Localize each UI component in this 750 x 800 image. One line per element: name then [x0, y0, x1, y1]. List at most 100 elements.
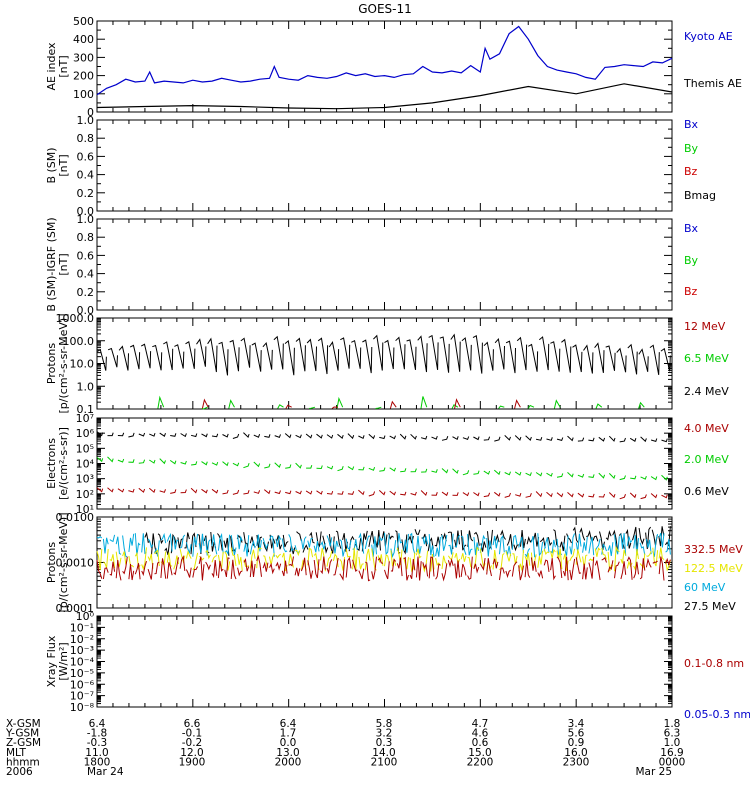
legend-protons-high-2: 60 MeV — [684, 581, 726, 594]
series-60-mev-segment — [633, 535, 639, 556]
series-332-5-mev-segment — [422, 562, 429, 577]
series-2-4-mev-segment — [107, 347, 118, 368]
series-332-5-mev-segment — [530, 557, 537, 572]
series-332-5-mev-segment — [224, 557, 230, 578]
series-0-6-mev-segment — [316, 433, 323, 439]
series-2-4-mev-segment — [229, 339, 240, 372]
series-2-4-mev-segment — [140, 343, 152, 369]
series-27-5-mev-segment — [592, 535, 599, 542]
series-27-5-mev-segment — [263, 541, 269, 553]
y-tick-label: 0.0001 — [56, 602, 95, 615]
series-332-5-mev-segment — [409, 559, 416, 579]
ephem-value: 16.9 — [660, 747, 683, 759]
series-4-0-mev-segment — [619, 494, 626, 500]
series-0-6-mev-segment — [588, 437, 595, 442]
series-4-0-mev-segment — [305, 490, 313, 495]
ephem-row-label: Z-GSM — [6, 737, 41, 749]
series-2-4-mev-segment — [262, 342, 273, 370]
series-122-5-mev-segment — [652, 547, 659, 567]
series-122-5-mev-segment — [141, 547, 147, 571]
legend-protons-low-1: 6.5 MeV — [684, 352, 729, 365]
ephem-value: -0.1 — [182, 728, 203, 740]
ephem-value: 0000 — [659, 756, 686, 768]
series-60-mev-segment — [269, 535, 275, 557]
ephem-value: 1.8 — [664, 718, 681, 730]
series-2-0-mev-segment — [379, 467, 386, 472]
series-332-5-mev-segment — [281, 560, 288, 577]
series-12-mev-segment — [201, 398, 209, 409]
y-axis-label: B (SM)-IGRF (SM)[nT] — [45, 217, 70, 311]
series-122-5-mev-segment — [384, 554, 390, 567]
series-4-0-mev-segment — [128, 488, 135, 493]
series-4-0-mev-segment — [285, 490, 292, 495]
series-4-0-mev-segment — [650, 493, 658, 499]
series-27-5-mev-segment — [375, 529, 381, 551]
series-6-5-mev-segment — [553, 399, 561, 409]
series-27-5-mev-segment — [322, 535, 329, 554]
series-27-5-mev-segment — [361, 530, 368, 552]
series-332-5-mev-segment — [300, 557, 307, 576]
series-60-mev-segment — [543, 537, 550, 553]
series-60-mev-segment — [320, 540, 326, 550]
series-0-6-mev-segment — [337, 433, 344, 439]
series-2-0-mev-segment — [326, 465, 334, 470]
y-tick-label: 10⁻⁴ — [70, 656, 95, 669]
y-tick-label: 1.0 — [77, 380, 95, 393]
series-4-0-mev-segment — [190, 487, 198, 494]
y-axis-label: Xray Flux[W/m²] — [45, 635, 70, 687]
ephem-row-label: hhmm — [6, 756, 40, 768]
series-60-mev-segment — [639, 542, 646, 556]
series-2-0-mev-segment — [535, 472, 543, 477]
series-27-5-mev-segment — [612, 529, 619, 551]
panel-protons-low: 0.11.010.0100.01000.0Protons[p/(cm²-s-sr… — [45, 312, 729, 416]
series-2-0-mev-segment — [608, 473, 616, 480]
series-0-6-mev-segment — [128, 432, 135, 438]
series-2-4-mev-segment — [461, 337, 472, 371]
series-122-5-mev-segment — [103, 548, 109, 568]
series-332-5-mev-segment — [658, 556, 665, 581]
legend-ae-0: Kyoto AE — [684, 30, 733, 43]
series-2-0-mev-segment — [201, 461, 208, 466]
series-60-mev-segment — [569, 533, 576, 555]
panel-frame — [96, 615, 673, 708]
series-4-0-mev-segment — [337, 491, 344, 495]
series-332-5-mev-segment — [390, 558, 397, 572]
ephem-value: 11.0 — [85, 747, 108, 759]
series-2-0-mev-segment — [441, 468, 449, 474]
series-2-0-mev-segment — [285, 464, 292, 469]
series-2-4-mev-segment — [362, 339, 373, 374]
series-60-mev-segment — [262, 537, 269, 550]
series-4-0-mev-segment — [462, 492, 470, 497]
series-2-4-mev-segment — [240, 337, 251, 368]
series-60-mev-segment — [492, 535, 499, 549]
series-332-5-mev-segment — [230, 559, 237, 580]
series-60-mev-segment — [173, 536, 179, 550]
series-2-0-mev-segment — [138, 459, 146, 464]
series-332-5-mev-segment — [275, 561, 282, 571]
series-332-5-mev-segment — [192, 566, 199, 578]
ephem-value: 13.0 — [276, 747, 299, 759]
series-122-5-mev-segment — [543, 548, 550, 556]
series-6-5-mev-segment — [277, 404, 284, 409]
series-2-4-mev-segment — [384, 339, 395, 370]
series-4-0-mev-segment — [493, 491, 501, 497]
series-0-6-mev-segment — [598, 436, 606, 442]
series-332-5-mev-segment — [339, 559, 346, 581]
series-27-5-mev-segment — [473, 531, 480, 546]
series-60-mev-segment — [300, 536, 307, 550]
series-332-5-mev-segment — [415, 556, 422, 581]
series-122-5-mev-segment — [294, 549, 301, 557]
y-axis-label-line: Protons — [45, 343, 58, 384]
series-60-mev-segment — [479, 534, 486, 553]
series-122-5-mev-segment — [230, 547, 237, 567]
series-122-5-mev-segment — [147, 553, 154, 569]
series-332-5-mev-segment — [333, 557, 339, 576]
ephem-value: 2200 — [467, 756, 494, 768]
series-122-5-mev-segment — [594, 547, 601, 557]
panel-b-igrf: 0.0 0.2 0.4 0.6 0.8 1.0 B (SM)-IGRF (SM)[nT] Bx… — [45, 213, 699, 317]
series-2-0-mev-segment — [452, 468, 459, 474]
legend-ae-1: Themis AE — [683, 77, 742, 90]
panel-electrons: 10¹ 10² 10³ 10⁴ 10⁵ 10⁶ 10⁷ Electrons[e/(cm²-s-… — [45, 412, 729, 516]
series-6-5-mev-segment — [451, 404, 459, 409]
